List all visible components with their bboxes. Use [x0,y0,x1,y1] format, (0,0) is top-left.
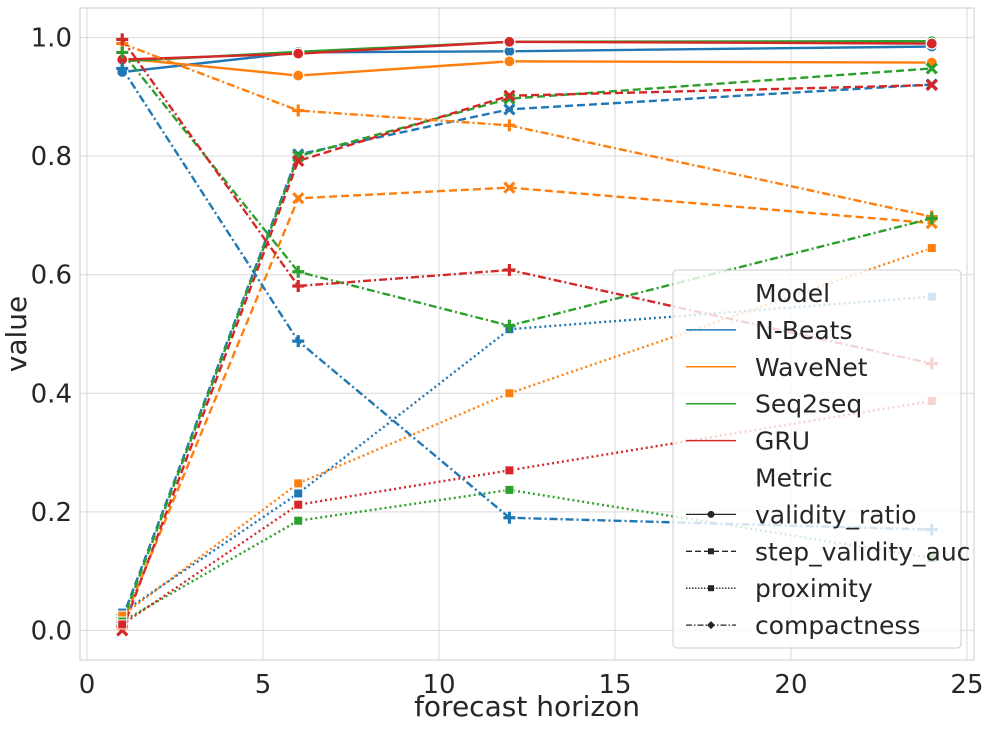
data-point-seq2seq-step_validity_auc [925,62,938,75]
data-point-seq2seq-proximity [293,515,304,526]
x-tick-label: 15 [598,670,631,700]
data-point-gru-validity_ratio [925,37,938,50]
data-point-gru-compactness [503,263,516,276]
data-point-n-beats-proximity [293,488,304,499]
data-point-seq2seq-compactness [292,265,305,278]
data-point-n-beats-step_validity_auc [503,103,516,116]
series-line-wavenet-validity_ratio [122,57,932,77]
data-point-wavenet-proximity [926,243,937,254]
x-tick-label: 20 [774,670,807,700]
legend-entry-n-beats: N-Beats [755,316,853,345]
data-point-wavenet-proximity [293,478,304,489]
data-point-gru-proximity [293,499,304,510]
x-tick-label: 10 [422,670,455,700]
data-point-gru-validity_ratio [503,35,516,48]
x-axis-label: forecast horizon [414,690,640,723]
legend-entry-compactness: compactness [755,611,920,640]
y-tick-label: 0.4 [31,379,72,409]
legend-marker-compactness [707,621,715,630]
data-point-seq2seq-compactness [925,212,938,225]
legend-box [672,269,962,649]
series-line-wavenet-proximity [121,246,933,617]
data-point-gru-compactness [116,33,129,46]
legend-marker-step_validity_auc [708,548,714,555]
legend-marker-proximity [708,585,714,592]
y-tick-label: 0.0 [31,616,72,646]
legend: Model N-Beats WaveNet Seq2seq GRU Metric valid… [672,269,970,649]
y-axis-label: value [0,296,33,372]
data-point-gru-proximity [504,465,515,476]
legend-marker-validity_ratio [707,510,715,518]
series-line-n-beats-validity_ratio [122,45,932,74]
data-point-gru-compactness [292,279,305,292]
y-tick-label: 0.6 [31,261,72,291]
legend-entry-seq2seq: Seq2seq [755,390,862,419]
y-tick-label: 1.0 [31,24,72,54]
tick-labels: 0 5 10 15 20 25 0.0 0.2 0.4 0.6 0.8 1.0 [31,24,984,700]
data-point-gru-step_validity_auc [925,78,938,92]
data-point-wavenet-step_validity_auc [292,192,305,205]
data-point-seq2seq-proximity [504,484,515,495]
legend-entry-gru: GRU [755,427,810,456]
y-tick-label: 0.2 [31,498,72,528]
data-point-wavenet-step_validity_auc [503,181,516,194]
data-point-seq2seq-compactness [116,46,129,59]
data-point-wavenet-compactness [503,119,516,132]
legend-entry-step_validity_auc: step_validity_auc [755,537,970,566]
legend-title-metric: Metric [755,464,833,493]
data-point-gru-step_validity_auc [292,154,305,168]
legend-entry-validity_ratio: validity_ratio [755,500,917,529]
x-tick-label: 5 [255,670,272,700]
x-tick-label: 0 [79,670,96,700]
data-point-gru-validity_ratio [292,47,305,60]
series-line-n-beats-step_validity_auc [121,83,932,619]
legend-title-model: Model [755,279,830,308]
data-point-gru-proximity [117,619,128,630]
data-point-wavenet-validity_ratio [503,55,516,68]
x-tick-label: 25 [950,670,983,700]
data-point-wavenet-validity_ratio [292,69,305,82]
data-point-seq2seq-compactness [503,319,516,332]
data-point-seq2seq-step_validity_auc [503,92,516,105]
data-point-gru-step_validity_auc [503,89,516,102]
data-point-wavenet-proximity [504,388,515,399]
series-line-gru-validity_ratio [122,40,932,61]
data-point-n-beats-compactness [503,511,516,524]
y-tick-label: 0.8 [31,142,72,172]
data-point-n-beats-compactness [292,335,305,348]
legend-entry-proximity: proximity [755,574,873,603]
data-point-n-beats-compactness [116,62,129,75]
series-line-wavenet-compactness [121,42,933,218]
data-point-wavenet-compactness [292,104,305,117]
series-line-wavenet-step_validity_auc [121,186,932,625]
legend-entry-wavenet: WaveNet [755,353,868,382]
